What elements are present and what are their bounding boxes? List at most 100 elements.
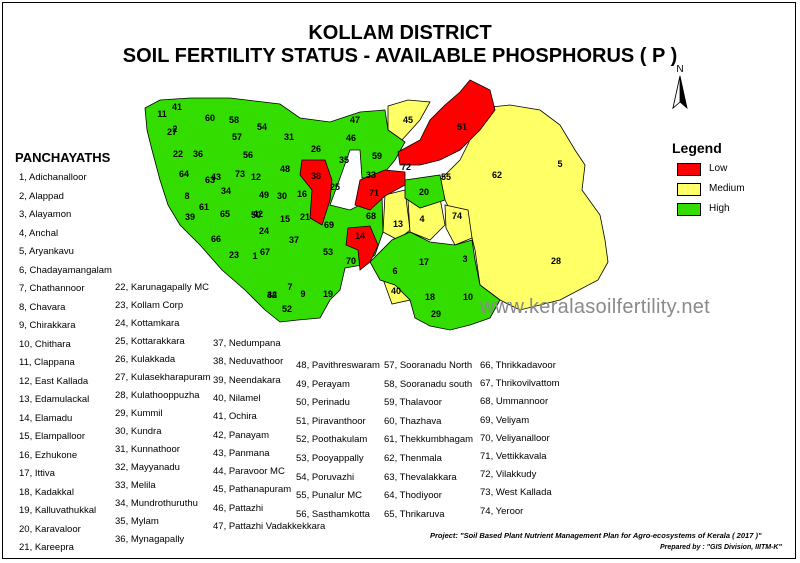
panchayath-item: 13, Edamulackal xyxy=(19,394,90,405)
region-label: 57 xyxy=(231,132,242,142)
region-label: 39 xyxy=(184,212,195,222)
project-credit: Project: "Soil Based Plant Nutrient Mana… xyxy=(430,531,762,540)
region-label: 3 xyxy=(462,254,468,264)
legend-swatch xyxy=(677,203,701,216)
panchayath-item: 15, Elampalloor xyxy=(19,431,86,442)
map-high-region xyxy=(369,231,501,331)
panchayath-item: 23, Kollam Corp xyxy=(115,300,184,311)
panchayath-item: 30, Kundra xyxy=(115,426,162,437)
panchayath-item: 38, Neduvathoor xyxy=(213,356,284,368)
region-label: 21 xyxy=(299,212,310,222)
region-label: 47 xyxy=(349,115,360,125)
panchayath-item: 63, Thevalakkara xyxy=(384,471,457,483)
panchayath-item: 49, Perayam xyxy=(296,378,350,390)
panchayaths-heading: PANCHAYATHS xyxy=(15,150,111,165)
panchayath-item: 74, Yeroor xyxy=(480,505,524,517)
panchayath-item: 20, Karavaloor xyxy=(19,523,81,535)
panchayath-item: 12, East Kallada xyxy=(19,375,89,387)
region-label: 64 xyxy=(178,169,189,179)
panchayath-item: 42, Panayam xyxy=(213,429,269,441)
region-label: 29 xyxy=(430,309,441,319)
map-low-region xyxy=(397,79,496,166)
region-label: 20 xyxy=(418,187,429,197)
panchayath-item: 46, Pattazhi xyxy=(213,502,264,514)
panchayath-item: 45, Pathanapuram xyxy=(213,484,292,496)
map-title: KOLLAM DISTRICT xyxy=(308,22,492,44)
panchayath-item: 60, Thazhava xyxy=(384,415,442,427)
panchayath-item: 61, Thekkumbhagam xyxy=(384,434,474,446)
legend-label: Low xyxy=(709,163,728,174)
region-label: 67 xyxy=(259,247,270,257)
panchayath-item: 5, Aryankavu xyxy=(19,246,74,257)
region-label: 52 xyxy=(281,304,292,314)
region-label: 55 xyxy=(440,172,451,182)
region-label: 51 xyxy=(456,122,467,132)
panchayath-item: 62, Thenmala xyxy=(384,453,442,464)
region-label: 42 xyxy=(252,209,263,219)
panchayath-item: 48, Pavithreswaram xyxy=(296,360,380,371)
panchayath-item: 4, Anchal xyxy=(19,227,59,239)
panchayath-item: 55, Punalur MC xyxy=(296,490,363,502)
panchayath-item: 16, Ezhukone xyxy=(19,449,78,461)
region-label: 34 xyxy=(220,186,231,196)
region-label: 48 xyxy=(279,164,290,174)
region-label: 46 xyxy=(345,133,356,143)
map-high-region xyxy=(404,174,446,209)
panchayath-item: 50, Perinadu xyxy=(296,397,350,409)
panchayath-item: 33, Melila xyxy=(115,480,156,491)
region-label: 49 xyxy=(258,190,269,200)
panchayath-item: 32, Mayyanadu xyxy=(115,462,180,473)
region-label: 65 xyxy=(219,209,230,219)
panchayath-item: 25, Kottarakkara xyxy=(115,336,185,347)
region-label: 41 xyxy=(171,102,182,112)
panchayath-item: 59, Thalavoor xyxy=(384,397,442,409)
region-label: 4 xyxy=(419,214,425,224)
panchayath-item: 57, Sooranadu North xyxy=(384,360,473,371)
panchayath-item: 39, Neendakara xyxy=(213,374,281,386)
region-label: 8 xyxy=(184,191,190,201)
panchayath-item: 24, Kottamkara xyxy=(115,318,180,329)
region-label: 61 xyxy=(198,202,209,212)
panchayath-item: 40, Nilamel xyxy=(213,392,261,404)
region-label: 66 xyxy=(210,234,221,244)
prepared-by: Prepared by : "GIS Division, IIITM-K" xyxy=(660,544,782,551)
region-label: 69 xyxy=(323,220,334,230)
region-label: 15 xyxy=(279,214,290,224)
region-label: 71 xyxy=(368,188,379,198)
region-label: 11 xyxy=(157,109,167,119)
panchayath-item: 41, Ochira xyxy=(213,411,257,423)
region-label: 60 xyxy=(204,113,215,123)
watermark: www.keralasoilfertility.net xyxy=(480,296,711,318)
region-label: 32 xyxy=(266,290,277,300)
legend-swatch xyxy=(677,163,701,176)
region-label: 30 xyxy=(276,191,287,201)
region-label: 36 xyxy=(192,149,203,159)
region-label: 7 xyxy=(287,282,293,292)
panchayath-item: 29, Kummil xyxy=(115,408,163,419)
panchayath-item: 21, Kareepra xyxy=(19,542,74,553)
panchayath-item: 64, Thodiyoor xyxy=(384,490,442,502)
panchayath-item: 35, Mylam xyxy=(115,516,159,527)
region-label: 44 xyxy=(266,290,277,300)
legend-label: High xyxy=(709,203,730,214)
map-subtitle: SOIL FERTILITY STATUS - AVAILABLE PHOSPH… xyxy=(122,45,678,67)
region-label: 18 xyxy=(424,292,435,302)
region-label: 70 xyxy=(345,256,356,266)
region-label: 33 xyxy=(365,170,376,180)
panchayath-item: 47, Pattazhi Vadakkekkara xyxy=(213,521,326,532)
region-label: 53 xyxy=(322,247,333,257)
panchayath-item: 72, Vilakkudy xyxy=(480,469,537,481)
panchayath-item: 52, Poothakulam xyxy=(296,434,368,446)
panchayath-item: 51, Piravanthoor xyxy=(296,415,366,427)
region-label: 26 xyxy=(310,144,321,154)
region-label: 6 xyxy=(392,266,398,276)
panchayath-item: 71, Vettikkavala xyxy=(480,451,547,462)
region-label: 63 xyxy=(204,175,215,185)
panchayath-item: 26, Kulakkada xyxy=(115,354,176,365)
panchayath-item: 28, Kulathooppuzha xyxy=(115,390,200,401)
north-label: N xyxy=(676,64,683,75)
region-label: 10 xyxy=(462,292,473,302)
region-label: 37 xyxy=(288,235,299,245)
panchayath-item: 11, Clappana xyxy=(19,357,75,368)
